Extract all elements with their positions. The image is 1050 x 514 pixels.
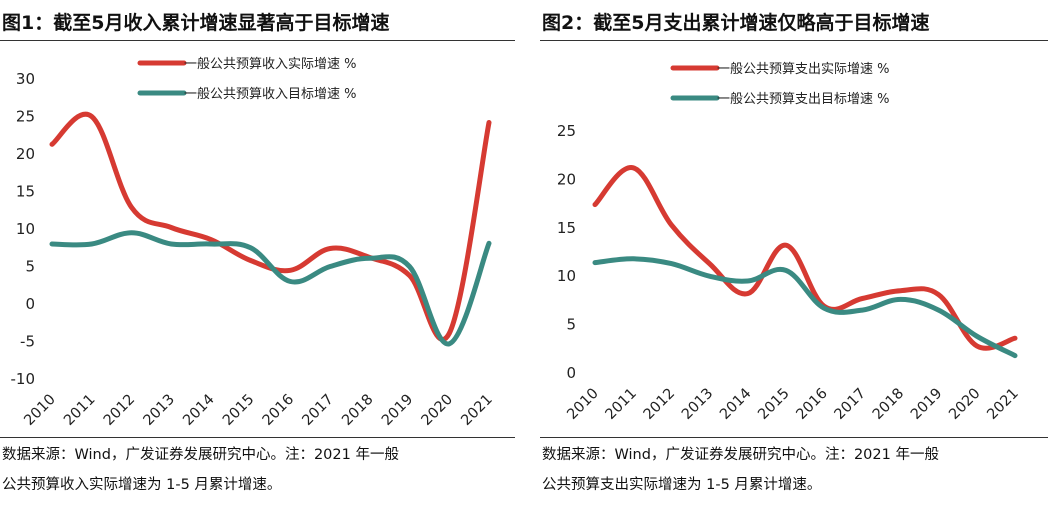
title-divider bbox=[540, 40, 1048, 41]
x-tick-label: 2010 bbox=[564, 386, 601, 423]
series-line bbox=[592, 256, 1018, 359]
x-tick-label: 2014 bbox=[717, 386, 754, 423]
y-tick-label: 15 bbox=[16, 183, 35, 201]
x-tick-label: 2011 bbox=[61, 392, 98, 429]
y-tick-label: 25 bbox=[16, 108, 35, 126]
x-tick-label: 2020 bbox=[419, 392, 456, 429]
x-tick-label: 2018 bbox=[339, 392, 376, 429]
x-tick-label: 2019 bbox=[379, 392, 416, 429]
legend-label: 一般公共预算支出实际增速 % bbox=[717, 61, 890, 77]
series-line bbox=[49, 230, 492, 347]
x-tick-label: 2016 bbox=[794, 386, 831, 423]
series-line bbox=[49, 111, 492, 343]
x-tick-label: 2013 bbox=[141, 392, 178, 429]
legend-label: 一般公共预算收入实际增速 % bbox=[184, 56, 357, 72]
x-tick-label: 2017 bbox=[832, 386, 869, 423]
x-tick-label: 2015 bbox=[220, 392, 257, 429]
legend-label: 一般公共预算收入目标增速 % bbox=[184, 86, 357, 102]
x-tick-label: 2012 bbox=[641, 386, 678, 423]
source-note: 数据来源：Wind，广发证券发展研究中心。注：2021 年一般 公共预算支出实际… bbox=[542, 440, 939, 500]
chart-panel-revenue: 图1：截至5月收入累计增速显著高于目标增速 -10 -5 0 5 10 15 20 25 30 2… bbox=[0, 0, 520, 514]
x-tick-label: 2017 bbox=[300, 392, 337, 429]
y-tick-label: 0 bbox=[25, 295, 35, 313]
x-tick-label: 2018 bbox=[870, 386, 907, 423]
x-tick-label: 2016 bbox=[260, 392, 297, 429]
title-divider bbox=[0, 40, 515, 41]
x-tick-label: 2015 bbox=[755, 386, 792, 423]
y-tick-label: -5 bbox=[20, 333, 35, 351]
y-tick-label: 30 bbox=[16, 70, 35, 88]
y-tick-label: 0 bbox=[566, 364, 576, 382]
series-line bbox=[592, 165, 1018, 351]
x-tick-label: 2019 bbox=[908, 386, 945, 423]
x-tick-label: 2010 bbox=[21, 392, 58, 429]
source-divider bbox=[0, 437, 515, 438]
source-divider bbox=[540, 437, 1048, 438]
source-note-line: 数据来源：Wind，广发证券发展研究中心。注：2021 年一般 bbox=[2, 447, 399, 463]
source-note: 数据来源：Wind，广发证券发展研究中心。注：2021 年一般 公共预算收入实际… bbox=[2, 440, 399, 500]
x-tick-label: 2011 bbox=[603, 386, 640, 423]
y-tick-label: 20 bbox=[16, 145, 35, 163]
x-tick-label: 2021 bbox=[984, 386, 1021, 423]
y-tick-label: 25 bbox=[557, 122, 576, 140]
y-tick-label: 5 bbox=[566, 316, 576, 334]
source-note-line: 公共预算支出实际增速为 1-5 月累计增速。 bbox=[542, 477, 822, 493]
chart-panel-expenditure: 图2：截至5月支出累计增速仅略高于目标增速 0 5 10 15 20 25 2010 2011… bbox=[540, 0, 1050, 514]
chart-title: 图2：截至5月支出累计增速仅略高于目标增速 bbox=[542, 12, 930, 34]
y-tick-label: -10 bbox=[11, 370, 36, 388]
legend-label: 一般公共预算支出目标增速 % bbox=[717, 91, 890, 107]
source-note-line: 数据来源：Wind，广发证券发展研究中心。注：2021 年一般 bbox=[542, 447, 939, 463]
source-note-line: 公共预算收入实际增速为 1-5 月累计增速。 bbox=[2, 477, 282, 493]
y-tick-label: 10 bbox=[16, 220, 35, 238]
y-tick-label: 5 bbox=[25, 258, 35, 276]
x-tick-label: 2013 bbox=[679, 386, 716, 423]
x-tick-label: 2012 bbox=[101, 392, 138, 429]
x-tick-label: 2020 bbox=[946, 386, 983, 423]
x-tick-label: 2014 bbox=[180, 392, 217, 429]
y-tick-label: 10 bbox=[557, 267, 576, 285]
y-tick-label: 15 bbox=[557, 219, 576, 237]
chart-title: 图1：截至5月收入累计增速显著高于目标增速 bbox=[2, 12, 390, 34]
x-tick-label: 2021 bbox=[458, 392, 495, 429]
y-tick-label: 20 bbox=[557, 170, 576, 188]
